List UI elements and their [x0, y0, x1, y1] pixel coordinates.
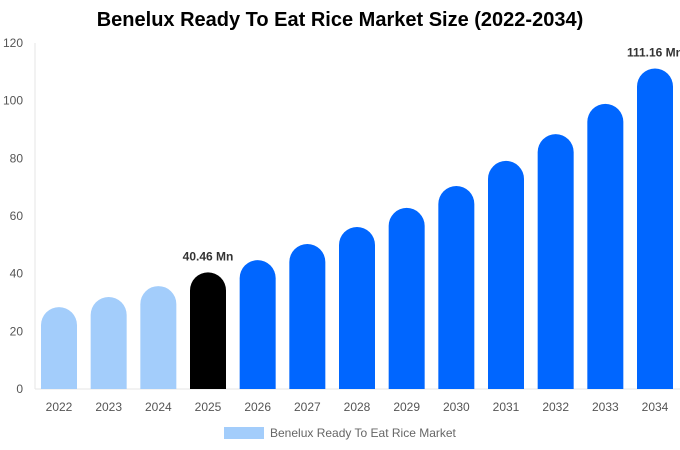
x-tick-label: 2034 — [642, 400, 669, 414]
legend-label: Benelux Ready To Eat Rice Market — [270, 426, 456, 440]
bar-2023 — [90, 297, 127, 389]
data-label-2025: 40.46 Mn — [183, 249, 234, 263]
legend-swatch — [224, 427, 264, 439]
legend: Benelux Ready To Eat Rice Market — [224, 426, 456, 440]
bar-2025 — [190, 272, 226, 389]
x-tick-label: 2022 — [46, 400, 73, 414]
x-tick-label: 2033 — [592, 400, 619, 414]
data-label-2034: 111.16 Mn — [627, 45, 680, 59]
bar-2027 — [289, 243, 326, 389]
bar-2026 — [239, 260, 276, 389]
y-tick-label: 40 — [10, 267, 24, 281]
y-tick-label: 100 — [3, 94, 23, 108]
bar-2028 — [339, 226, 375, 389]
x-tick-label: 2029 — [393, 400, 420, 414]
bar-2032 — [537, 134, 574, 389]
x-tick-label: 2028 — [344, 400, 371, 414]
x-tick-label: 2025 — [195, 400, 222, 414]
bar-2033 — [587, 103, 624, 390]
y-tick-label: 80 — [10, 151, 24, 165]
bar-2022 — [41, 307, 77, 389]
bar-2024 — [140, 286, 177, 389]
x-tick-label: 2026 — [244, 400, 271, 414]
bar-2030 — [438, 186, 475, 389]
bar-2034 — [637, 68, 673, 389]
x-tick-label: 2032 — [542, 400, 569, 414]
y-tick-label: 120 — [3, 36, 23, 50]
x-tick-label: 2030 — [443, 400, 470, 414]
y-tick-label: 60 — [10, 209, 24, 223]
bar-2031 — [488, 160, 524, 389]
x-tick-label: 2024 — [145, 400, 172, 414]
chart-title: Benelux Ready To Eat Rice Market Size (2… — [96, 9, 584, 31]
y-tick-label: 20 — [10, 324, 24, 338]
y-tick-label: 0 — [16, 382, 23, 396]
bar-2029 — [388, 207, 425, 389]
x-tick-label: 2027 — [294, 400, 321, 414]
x-tick-label: 2023 — [95, 400, 122, 414]
x-tick-label: 2031 — [493, 400, 520, 414]
